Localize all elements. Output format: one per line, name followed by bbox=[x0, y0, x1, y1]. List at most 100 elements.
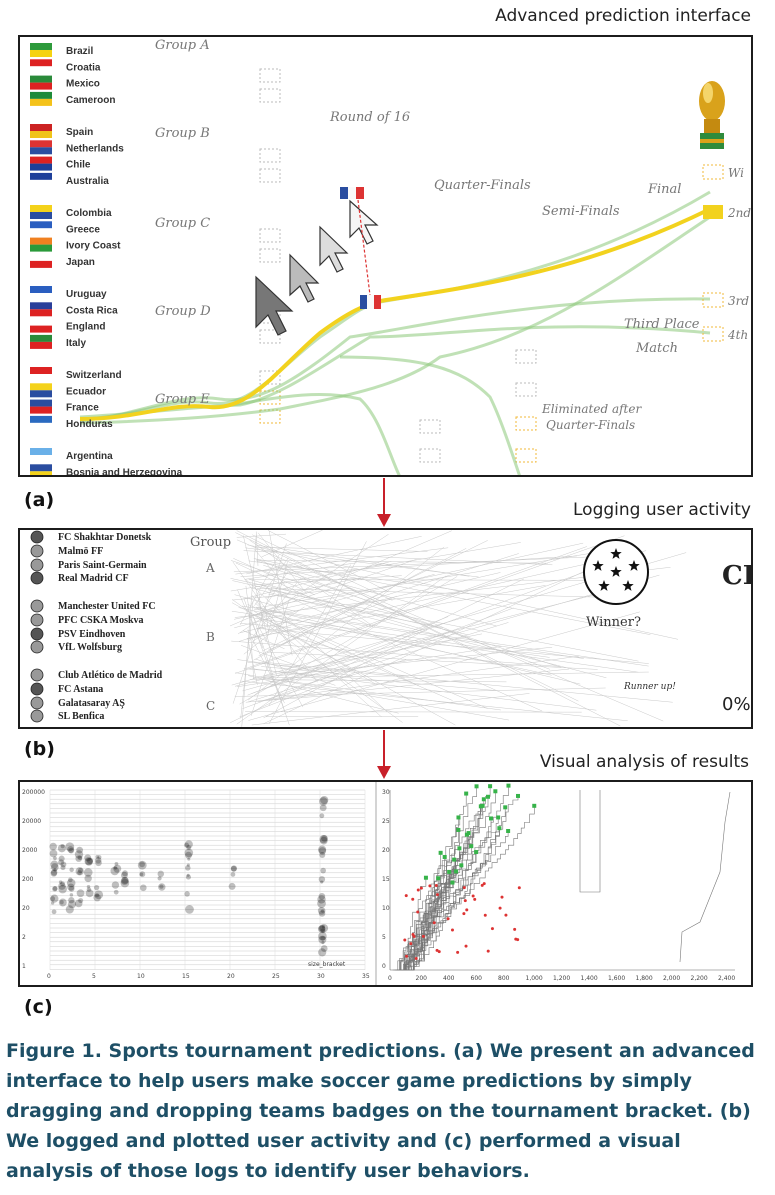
bracket-slot[interactable] bbox=[419, 448, 441, 463]
bracket-slot[interactable] bbox=[259, 68, 281, 83]
team-flag-icon[interactable] bbox=[30, 221, 52, 236]
bracket-slot[interactable] bbox=[259, 329, 281, 344]
scatter-point bbox=[159, 884, 164, 889]
club-badge-icon bbox=[30, 571, 44, 585]
panel-c-analysis[interactable]: 0 5 10 15 20 25 30 35 200000 20000 2000 200 20 2 1 size… bbox=[18, 780, 753, 987]
endpoint-marker bbox=[474, 850, 479, 855]
bracket-slot[interactable] bbox=[419, 419, 441, 434]
team-flag-icon[interactable] bbox=[30, 43, 52, 57]
bracket-slot[interactable] bbox=[259, 370, 281, 385]
fourth-place-label: 4th bbox=[727, 328, 748, 342]
team-flag-icon[interactable] bbox=[30, 91, 52, 106]
team-name: Switzerland bbox=[66, 370, 122, 381]
team-flag-icon[interactable] bbox=[30, 367, 52, 381]
bracket-slot[interactable] bbox=[259, 148, 281, 163]
scatter-point bbox=[321, 924, 325, 929]
bracket-slot[interactable] bbox=[515, 382, 537, 397]
stage-quarter-finals: Quarter-Finals bbox=[434, 178, 531, 193]
bracket-slot[interactable] bbox=[259, 228, 281, 243]
club-badge-icon bbox=[30, 544, 44, 558]
scatter-point bbox=[58, 859, 65, 866]
y-tick-label: 20 bbox=[22, 905, 30, 912]
user-trajectory bbox=[411, 786, 477, 971]
bracket-slot[interactable] bbox=[259, 168, 281, 183]
red-marker bbox=[414, 957, 418, 961]
bracket-slot[interactable] bbox=[259, 88, 281, 103]
bracket-canvas[interactable]: Round of 16 Quarter-Finals Semi-Finals F… bbox=[20, 37, 751, 475]
bracket-slot[interactable] bbox=[259, 248, 281, 263]
red-marker bbox=[403, 938, 407, 942]
x-tick-label: 0 bbox=[47, 973, 51, 980]
panel-b-activity-log[interactable]: FC Shakhtar Donetsk Malmö FF Paris Saint-G… bbox=[18, 528, 753, 729]
team-flag-icon[interactable] bbox=[30, 302, 52, 317]
team-flag-icon[interactable] bbox=[30, 124, 52, 138]
team-flag-icon[interactable] bbox=[30, 448, 52, 462]
team-flag-icon[interactable] bbox=[30, 286, 52, 300]
team-flag-icon[interactable] bbox=[30, 75, 52, 90]
panel-a-prediction-interface[interactable]: Round of 16 Quarter-Finals Semi-Finals F… bbox=[18, 35, 753, 477]
team-flag-icon[interactable] bbox=[30, 140, 52, 155]
team-name: Italy bbox=[66, 338, 86, 349]
scatter-point bbox=[184, 842, 190, 848]
scatter-point bbox=[228, 882, 236, 890]
team-flag-icon[interactable] bbox=[30, 415, 52, 430]
team-flag-icon[interactable] bbox=[30, 156, 52, 171]
team-name: Ivory Coast bbox=[66, 241, 121, 252]
red-marker bbox=[416, 888, 420, 892]
team-flag-icon[interactable] bbox=[30, 383, 52, 398]
x-axis-label: size_bracket bbox=[308, 961, 346, 968]
club-name: Galatasaray AŞ bbox=[58, 698, 125, 709]
bracket-slot[interactable] bbox=[515, 448, 537, 463]
x-tick-label: 0 bbox=[388, 975, 392, 982]
user-trajectory bbox=[397, 817, 499, 971]
club-badge-icon bbox=[30, 668, 44, 682]
y-tick-label: 200 bbox=[22, 876, 34, 883]
fourth-slot[interactable] bbox=[702, 326, 724, 342]
scatter-point bbox=[318, 845, 327, 854]
team-flag-icon[interactable] bbox=[30, 172, 52, 187]
arrow-down-icon bbox=[377, 730, 391, 779]
selected-prediction-path bbox=[79, 207, 711, 421]
group-header: Group bbox=[190, 535, 231, 550]
red-marker bbox=[435, 893, 439, 897]
x-tick-label: 1,600 bbox=[608, 975, 625, 982]
red-marker bbox=[464, 944, 468, 948]
team-flag-icon[interactable] bbox=[30, 237, 52, 252]
scatter-point bbox=[95, 855, 99, 859]
team-flag-icon[interactable] bbox=[30, 253, 52, 268]
user-trajectory bbox=[401, 806, 482, 971]
third-slot[interactable] bbox=[702, 292, 724, 308]
team-flag-icon[interactable] bbox=[30, 464, 52, 475]
scatter-point bbox=[60, 844, 65, 849]
endpoint-marker bbox=[496, 815, 501, 820]
second-slot[interactable] bbox=[703, 205, 723, 219]
second-place-label: 2nd bbox=[727, 206, 751, 220]
scatter-point bbox=[318, 847, 327, 855]
scatter-point bbox=[65, 905, 74, 914]
scatter-point bbox=[58, 884, 67, 894]
bracket-slot[interactable] bbox=[515, 416, 537, 431]
scatter-point bbox=[76, 846, 84, 854]
team-flag-icon[interactable] bbox=[30, 59, 52, 74]
team-flag-icon[interactable] bbox=[30, 334, 52, 349]
stage-third-place-match: Match bbox=[635, 341, 678, 356]
club-name: Malmö FF bbox=[58, 546, 103, 557]
user-trajectory bbox=[401, 846, 472, 971]
scatter-point bbox=[317, 899, 326, 908]
scatter-point bbox=[60, 861, 67, 868]
group-label: Group B bbox=[155, 126, 210, 141]
club-badge-icon bbox=[30, 558, 44, 572]
team-name: Brazil bbox=[66, 46, 93, 57]
winner-slot[interactable] bbox=[702, 164, 724, 180]
endpoint-marker bbox=[488, 784, 493, 789]
placed-badge-icon[interactable] bbox=[360, 295, 381, 309]
team-flag-icon[interactable] bbox=[30, 318, 52, 333]
team-flag-icon[interactable] bbox=[30, 399, 52, 414]
team-flag-icon[interactable] bbox=[30, 205, 52, 219]
x-tick-label: 10 bbox=[137, 973, 145, 980]
scatter-point bbox=[50, 860, 59, 869]
endpoint-marker bbox=[481, 797, 486, 802]
y-tick-label: 25 bbox=[382, 818, 390, 825]
club-badge-icon bbox=[30, 709, 44, 723]
bracket-slot[interactable] bbox=[515, 349, 537, 364]
